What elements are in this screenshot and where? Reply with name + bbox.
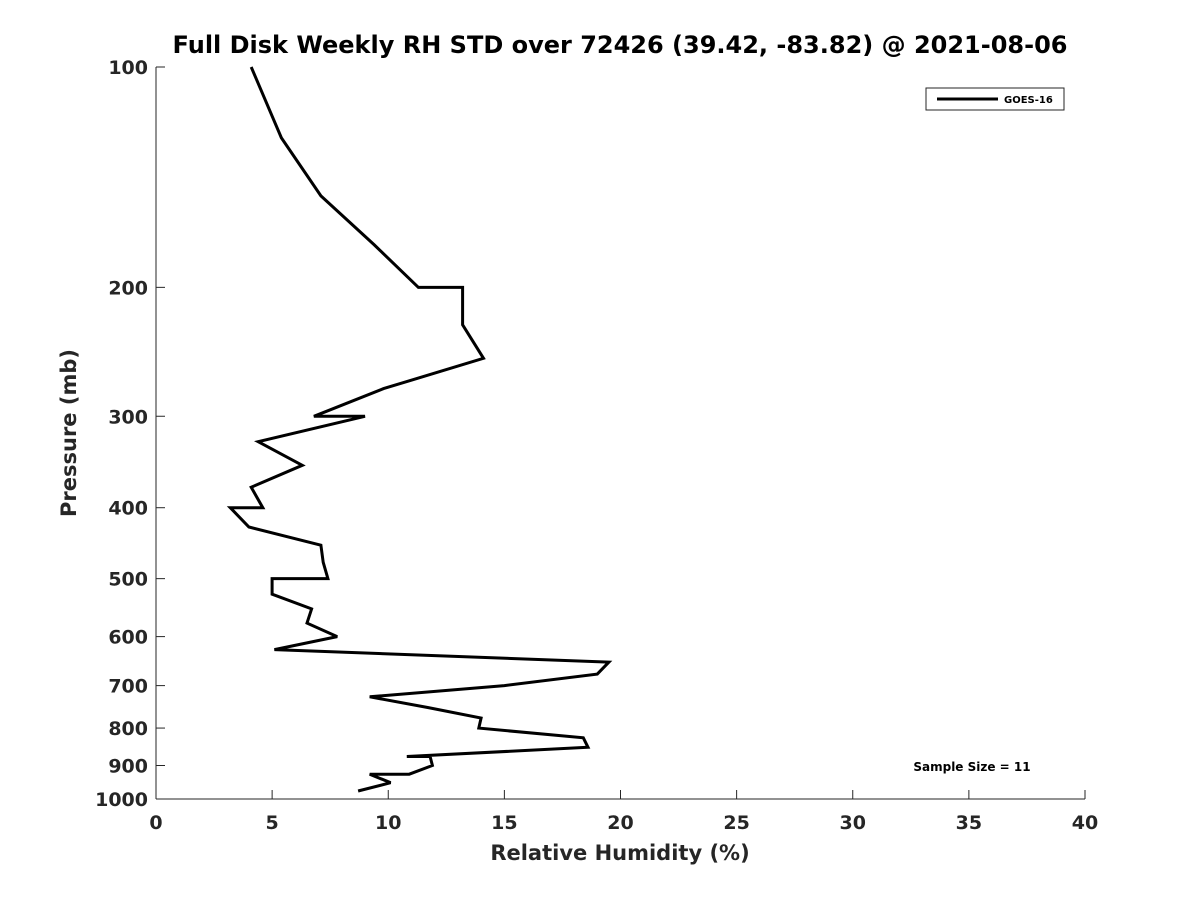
y-tick-label: 900 bbox=[108, 756, 148, 778]
x-tick-label: 20 bbox=[607, 812, 633, 834]
y-tick-label: 200 bbox=[108, 277, 148, 299]
y-tick-label: 700 bbox=[108, 676, 148, 698]
y-tick-label: 300 bbox=[108, 406, 148, 428]
y-tick-label: 400 bbox=[108, 498, 148, 520]
y-tick-label: 600 bbox=[108, 627, 148, 649]
x-tick-label: 30 bbox=[840, 812, 866, 834]
x-tick-label: 10 bbox=[375, 812, 401, 834]
x-tick-label: 5 bbox=[266, 812, 279, 834]
x-tick-label: 0 bbox=[149, 812, 162, 834]
x-axis-label: Relative Humidity (%) bbox=[490, 841, 749, 865]
x-tick-label: 40 bbox=[1072, 812, 1098, 834]
x-ticks: 0 5 10 15 20 25 30 35 40 bbox=[149, 790, 1098, 834]
x-tick-label: 15 bbox=[491, 812, 517, 834]
series-layer bbox=[226, 66, 613, 793]
sample-size-annotation: Sample Size = 11 bbox=[913, 760, 1030, 774]
y-axis-label: Pressure (mb) bbox=[57, 349, 81, 517]
x-tick-label: 25 bbox=[723, 812, 749, 834]
y-tick-label: 800 bbox=[108, 718, 148, 740]
chart-title: Full Disk Weekly RH STD over 72426 (39.4… bbox=[173, 31, 1068, 59]
x-tick-label: 35 bbox=[956, 812, 982, 834]
series-line-goes-16 bbox=[226, 66, 613, 793]
y-ticks: 100 200 300 400 500 600 700 800 900 1000 bbox=[95, 57, 165, 811]
legend: GOES-16 bbox=[925, 87, 1065, 111]
y-tick-label: 1000 bbox=[95, 789, 148, 811]
y-tick-label: 500 bbox=[108, 569, 148, 591]
y-tick-label: 100 bbox=[108, 57, 148, 79]
plot-area bbox=[156, 67, 1085, 799]
legend-label-goes-16: GOES-16 bbox=[1004, 95, 1053, 106]
